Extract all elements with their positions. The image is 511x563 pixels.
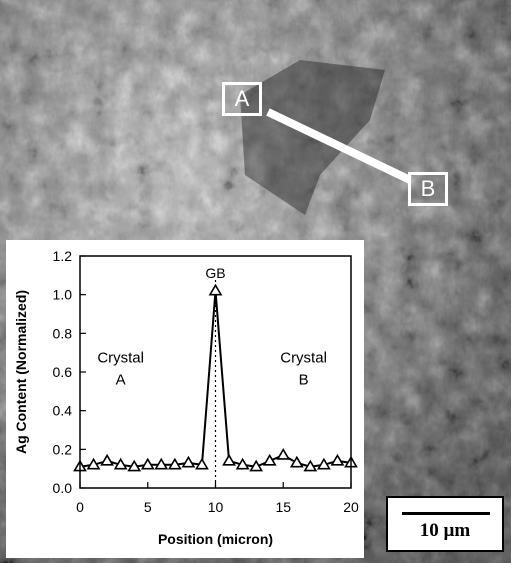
crystal-annotation: Crystal bbox=[97, 349, 144, 366]
data-point bbox=[167, 457, 182, 470]
data-point bbox=[127, 459, 142, 472]
scale-bar-line bbox=[402, 512, 490, 515]
data-point bbox=[86, 457, 101, 470]
data-point bbox=[154, 457, 169, 470]
data-point bbox=[181, 455, 196, 468]
plot-frame bbox=[79, 255, 352, 489]
marker-a: A bbox=[222, 82, 262, 116]
x-tick-label: 10 bbox=[208, 499, 224, 515]
y-tick-label: 0.0 bbox=[53, 480, 73, 496]
crystal-annotation: Crystal bbox=[280, 349, 327, 366]
data-point bbox=[303, 459, 318, 472]
data-point bbox=[195, 457, 209, 470]
y-tick-label: 1.2 bbox=[53, 248, 73, 264]
scale-bar-label: 10 µm bbox=[419, 520, 471, 541]
chart-panel: 0.0 0.2 0.4 0.6 0.8 1.0 1.2 0 5 10 15 20 GB Crystal… bbox=[6, 240, 364, 558]
data-point bbox=[317, 457, 331, 470]
y-tick-label: 0.2 bbox=[53, 441, 73, 457]
ag-content-chart: 0.0 0.2 0.4 0.6 0.8 1.0 1.2 0 5 10 15 20 GB Crystal… bbox=[13, 248, 359, 547]
x-tick-label: 15 bbox=[275, 499, 291, 515]
data-point bbox=[276, 448, 291, 460]
y-tick-label: 1.0 bbox=[53, 287, 73, 303]
gb-label: GB bbox=[205, 265, 225, 281]
marker-a-label: A bbox=[234, 86, 250, 111]
data-point bbox=[249, 459, 264, 472]
data-point bbox=[222, 453, 236, 466]
x-tick-label: 0 bbox=[76, 499, 84, 515]
data-point bbox=[262, 453, 277, 466]
x-axis-label: Position (micron) bbox=[158, 531, 273, 547]
marker-b: B bbox=[408, 172, 448, 206]
x-tick-label: 5 bbox=[144, 499, 152, 515]
y-tick-label: 0.8 bbox=[53, 325, 73, 341]
data-point bbox=[289, 455, 304, 468]
y-tick-label: 0.6 bbox=[53, 364, 73, 380]
x-tick-label: 20 bbox=[343, 499, 359, 515]
marker-b-label: B bbox=[420, 176, 436, 201]
scale-bar: 10 µm bbox=[386, 496, 504, 552]
crystal-annotation: B bbox=[299, 371, 309, 388]
y-tick-label: 0.4 bbox=[53, 403, 73, 419]
data-point bbox=[100, 453, 114, 466]
crystal-annotation: A bbox=[116, 371, 126, 388]
data-point bbox=[113, 457, 128, 470]
data-point bbox=[330, 453, 345, 466]
y-axis-label: Ag Content (Normalized) bbox=[13, 290, 29, 454]
data-point bbox=[140, 457, 155, 470]
data-point bbox=[235, 457, 250, 470]
data-point bbox=[208, 283, 223, 296]
line-scan-path bbox=[266, 108, 412, 184]
